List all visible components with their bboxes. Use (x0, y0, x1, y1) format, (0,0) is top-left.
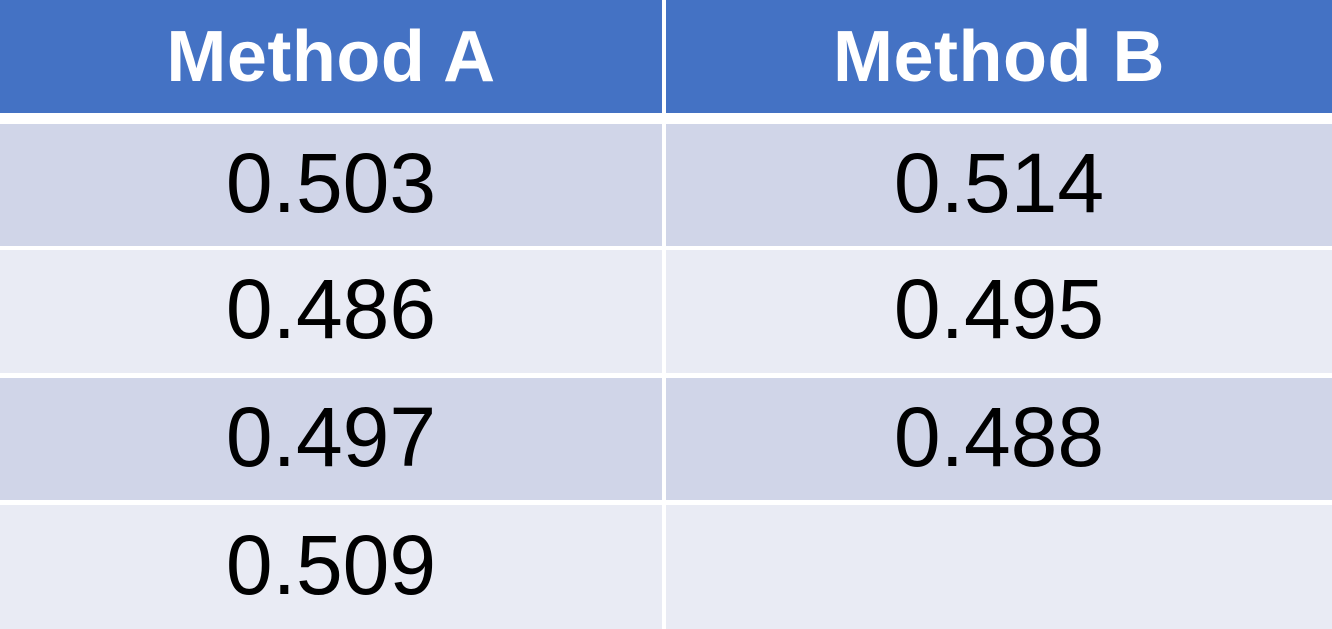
header-cell-method-a: Method A (0, 0, 662, 113)
cell-row2-method-a: 0.486 (0, 250, 662, 373)
cell-row4-method-b-empty (666, 505, 1332, 629)
cell-row3-method-b: 0.488 (666, 378, 1332, 500)
cell-row3-method-a: 0.497 (0, 378, 662, 500)
cell-row1-method-b: 0.514 (666, 124, 1332, 246)
cell-row1-method-a: 0.503 (0, 124, 662, 246)
cell-row2-method-b: 0.495 (666, 250, 1332, 373)
cell-row4-method-a: 0.509 (0, 505, 662, 629)
header-cell-method-b: Method B (666, 0, 1332, 113)
